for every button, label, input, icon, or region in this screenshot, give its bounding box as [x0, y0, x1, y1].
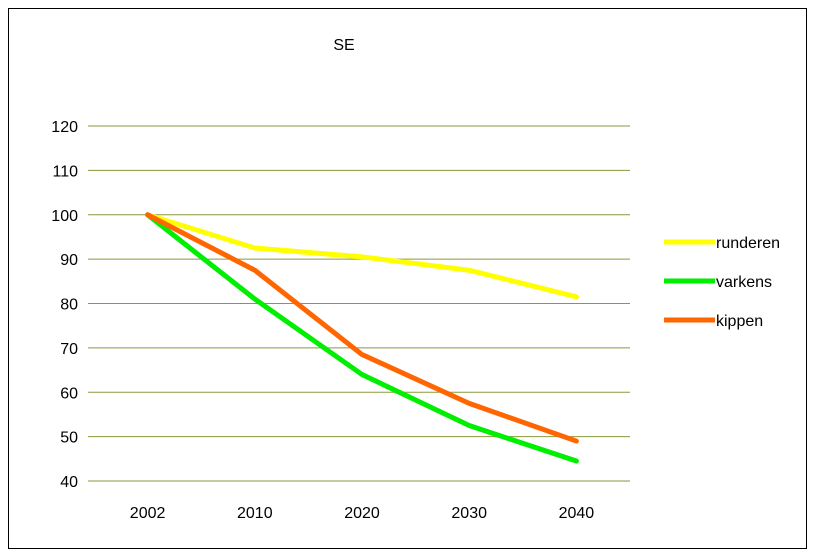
y-tick-label: 80	[60, 297, 78, 314]
x-tick-label: 2010	[237, 505, 273, 522]
y-tick-label: 70	[60, 341, 78, 358]
chart-title: SE	[333, 37, 354, 54]
series-line-kippen	[145, 212, 579, 444]
legend-label-varkens: varkens	[716, 274, 772, 291]
gridlines	[88, 125, 630, 482]
y-tick-label: 40	[60, 474, 78, 491]
y-tick-label: 90	[60, 252, 78, 269]
series-lines	[145, 212, 579, 464]
series-line-runderen	[145, 212, 579, 300]
legend-label-runderen: runderen	[716, 235, 780, 252]
x-tick-label: 2002	[130, 505, 166, 522]
y-axis-ticks: 40 50 60 70 80 90 100 110 120	[51, 119, 78, 491]
x-tick-label: 2040	[559, 505, 595, 522]
y-tick-label: 60	[60, 385, 78, 402]
x-axis-ticks: 2002 2010 2020 2030 2040	[130, 505, 594, 522]
x-tick-label: 2030	[451, 505, 487, 522]
series-line-varkens	[145, 212, 579, 464]
legend: runderen varkens kippen	[664, 235, 780, 330]
chart-frame: SE 40 50 60 70 80 90 100 110 120 2002 2010 2020 203…	[8, 8, 807, 549]
legend-label-kippen: kippen	[716, 313, 763, 330]
y-tick-label: 120	[51, 119, 78, 136]
y-tick-label: 50	[60, 430, 78, 447]
x-tick-label: 2020	[344, 505, 380, 522]
line-chart: SE 40 50 60 70 80 90 100 110 120 2002 2010 2020 203…	[51, 37, 780, 522]
y-tick-label: 100	[51, 208, 78, 225]
y-tick-label: 110	[52, 163, 78, 180]
